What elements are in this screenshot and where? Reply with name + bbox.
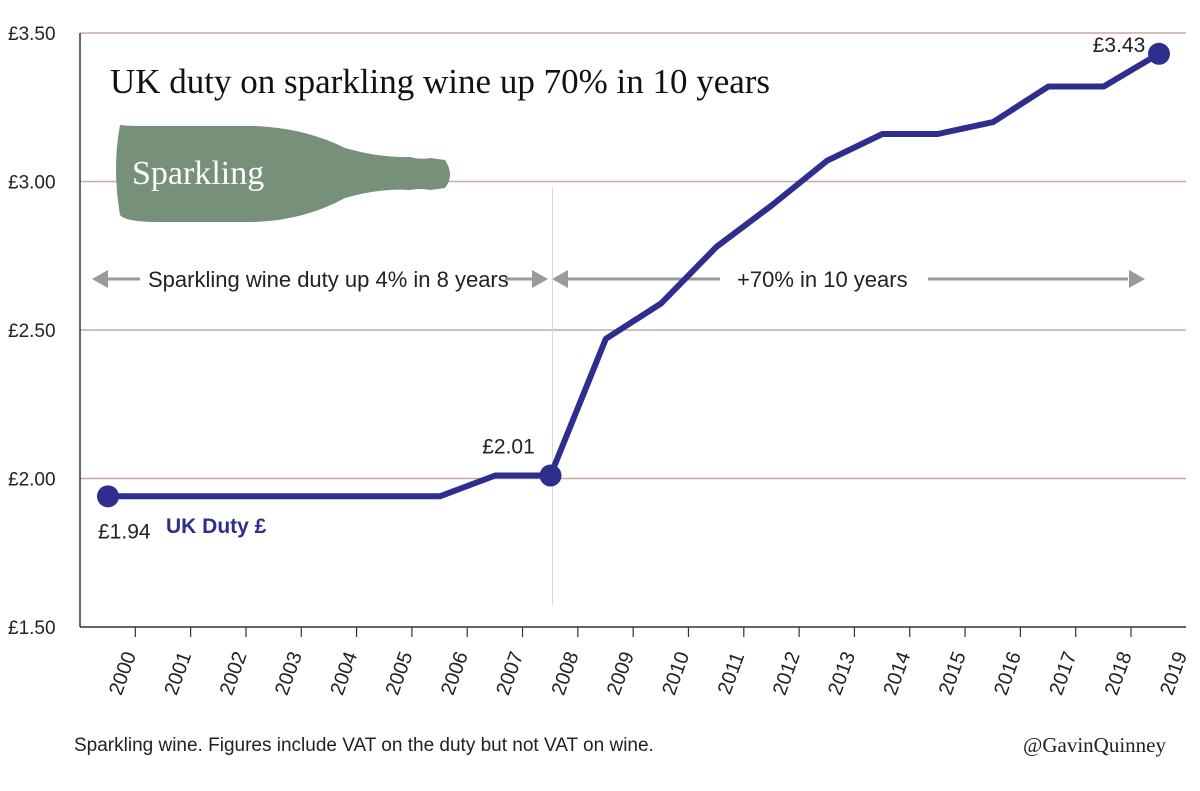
x-tick-label: 2017	[1045, 649, 1081, 698]
sparkling-bottle-graphic: Sparkling	[116, 125, 450, 222]
point-marker-2019	[1148, 42, 1170, 65]
left-span-label: Sparkling wine duty up 4% in 8 years	[148, 267, 509, 292]
y-tick-label: £2.50	[8, 321, 56, 342]
point-label-2008: £2.01	[482, 436, 535, 459]
bottle-icon	[116, 125, 450, 222]
x-tick-label: 2009	[603, 649, 639, 698]
point-label-2019: £3.43	[1093, 34, 1146, 57]
bottle-label: Sparkling	[132, 155, 264, 192]
x-tick-label: 2018	[1101, 649, 1137, 698]
x-tick-label: 2012	[769, 649, 805, 698]
series-markers	[97, 42, 1170, 508]
y-tick-label: £3.00	[8, 173, 56, 194]
x-tick-label: 2003	[271, 649, 307, 698]
point-marker-2000	[97, 485, 119, 508]
footnote: Sparkling wine. Figures include VAT on t…	[74, 735, 654, 756]
x-tick-label: 2010	[658, 649, 694, 698]
x-tick-labels: 2000 2001 2002 2003 2004 2005 2006 2007 2008 2009…	[105, 649, 1192, 698]
right-span-arrowhead-right	[1129, 270, 1145, 288]
chart-title: UK duty on sparkling wine up 70% in 10 y…	[110, 62, 770, 101]
x-tick-label: 2000	[105, 649, 141, 698]
credit: @GavinQuinney	[1023, 733, 1166, 757]
series-line-uk-duty	[105, 50, 1162, 500]
y-tick-label: £1.50	[8, 618, 56, 639]
x-tick-label: 2005	[382, 649, 418, 698]
left-span-arrowhead-left	[92, 270, 108, 288]
x-tick-label: 2004	[326, 649, 362, 698]
point-label-2000: £1.94	[98, 520, 151, 543]
span-annotations: Sparkling wine duty up 4% in 8 years +70%…	[92, 267, 1145, 292]
x-tick-label: 2008	[548, 649, 584, 698]
point-labels: £1.94 £2.01 £3.43	[98, 34, 1145, 544]
y-tick-label: £3.50	[8, 24, 56, 45]
right-span-label: +70% in 10 years	[737, 267, 908, 292]
x-tick-label: 2006	[437, 649, 473, 698]
right-span-arrowhead-left	[552, 270, 568, 288]
axes	[79, 33, 1186, 637]
x-tick-label: 2016	[990, 649, 1026, 698]
y-tick-labels: £1.50 £2.00 £2.50 £3.00 £3.50	[8, 24, 56, 639]
x-tick-label: 2001	[160, 649, 196, 698]
x-tick-label: 2014	[880, 649, 916, 698]
x-tick-label: 2015	[935, 649, 971, 698]
x-tick-label: 2007	[492, 649, 528, 698]
left-span-arrowhead-right	[532, 270, 548, 288]
x-tick-label: 2013	[824, 649, 860, 698]
x-tick-label: 2002	[216, 649, 252, 698]
y-tick-label: £2.00	[8, 470, 56, 491]
point-marker-2008	[539, 464, 562, 487]
x-tick-label: 2011	[714, 649, 749, 697]
series-label: UK Duty £	[166, 515, 267, 538]
x-tick-label: 2019	[1156, 649, 1192, 698]
